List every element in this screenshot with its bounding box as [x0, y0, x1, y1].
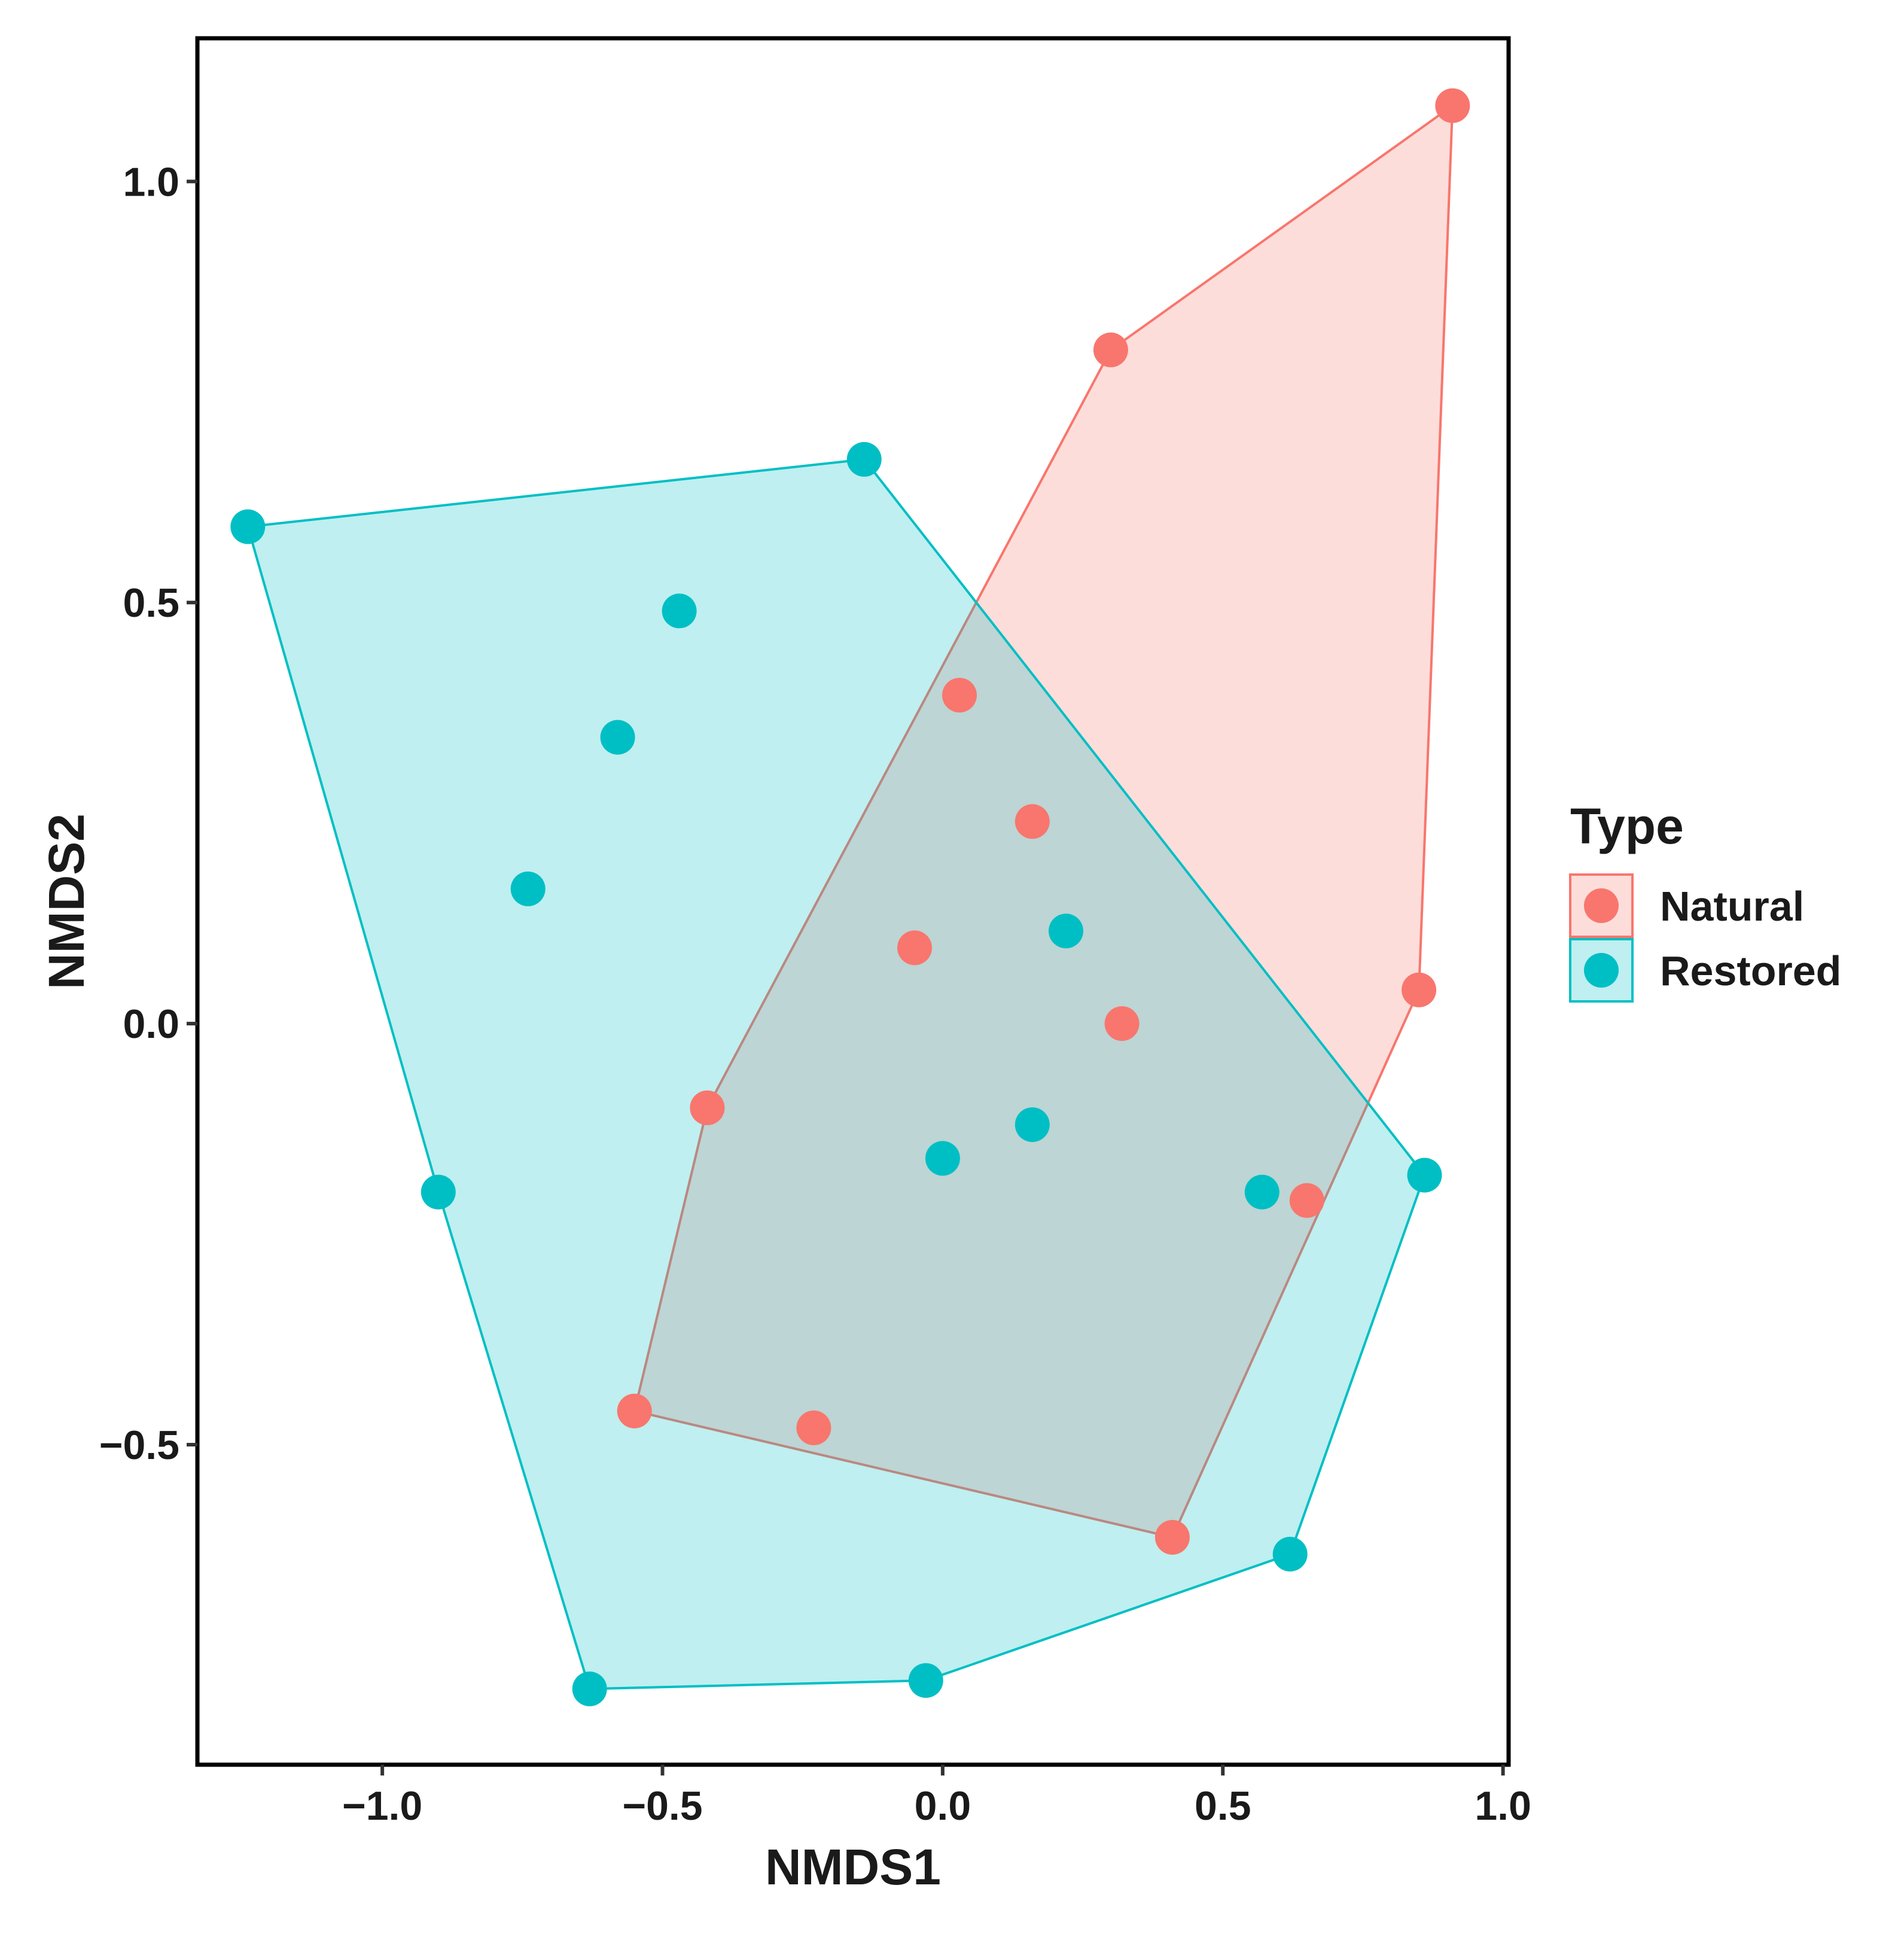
point-restored-6 [1049, 913, 1083, 949]
legend-label-natural: Natural [1660, 883, 1804, 930]
point-natural-4 [1015, 804, 1050, 839]
y-tick-label-1: −0.5 [99, 1423, 179, 1468]
points-layer [230, 88, 1470, 1707]
point-natural-9 [1289, 1183, 1324, 1218]
legend: Type Natural Restored [1569, 798, 1841, 1003]
point-restored-9 [1244, 1174, 1280, 1210]
point-restored-12 [1272, 1537, 1308, 1571]
point-natural-5 [897, 930, 932, 966]
x-tick-label-1: −1.0 [342, 1783, 422, 1829]
point-natural-11 [796, 1410, 831, 1445]
point-restored-8 [925, 1141, 960, 1176]
axes-layer: −1.0 −0.5 0.0 0.5 1.0 −0.5 0.0 0.5 1.0 [99, 159, 1531, 1829]
point-natural-7 [1402, 972, 1437, 1007]
point-restored-10 [1407, 1158, 1442, 1193]
y-tick-label-3: 0.5 [123, 580, 179, 626]
point-restored-7 [1015, 1107, 1050, 1143]
point-restored-3 [662, 593, 697, 629]
legend-title: Type [1570, 798, 1684, 854]
point-natural-3 [942, 678, 977, 713]
x-tick-label-5: 1.0 [1475, 1783, 1531, 1829]
point-natural-2 [1093, 332, 1128, 367]
point-restored-2 [846, 441, 882, 477]
point-natural-1 [1435, 88, 1470, 123]
y-tick-label-4: 1.0 [123, 159, 179, 205]
x-axis-title: NMDS1 [765, 1839, 941, 1895]
legend-label-restored: Restored [1660, 948, 1841, 994]
legend-key-marker-restored [1584, 953, 1619, 988]
point-restored-1 [230, 509, 266, 544]
point-restored-11 [421, 1174, 456, 1210]
y-tick-label-2: 0.0 [123, 1001, 179, 1047]
y-axis-title: NMDS2 [38, 814, 95, 989]
panel-border [195, 36, 1511, 1767]
point-restored-4 [600, 720, 635, 755]
point-restored-14 [572, 1671, 607, 1707]
point-natural-10 [617, 1393, 652, 1429]
x-tick-label-3: 0.0 [915, 1783, 971, 1829]
x-tick-label-2: −0.5 [622, 1783, 702, 1829]
legend-key-marker-natural [1584, 888, 1619, 923]
point-restored-5 [510, 871, 546, 906]
x-tick-label-4: 0.5 [1195, 1783, 1251, 1829]
point-restored-13 [908, 1663, 943, 1698]
legend-key-restored [1569, 938, 1634, 1003]
point-natural-12 [1154, 1519, 1190, 1555]
point-natural-6 [1104, 1006, 1140, 1041]
hull-restored [246, 458, 1426, 1691]
point-natural-8 [690, 1090, 725, 1125]
